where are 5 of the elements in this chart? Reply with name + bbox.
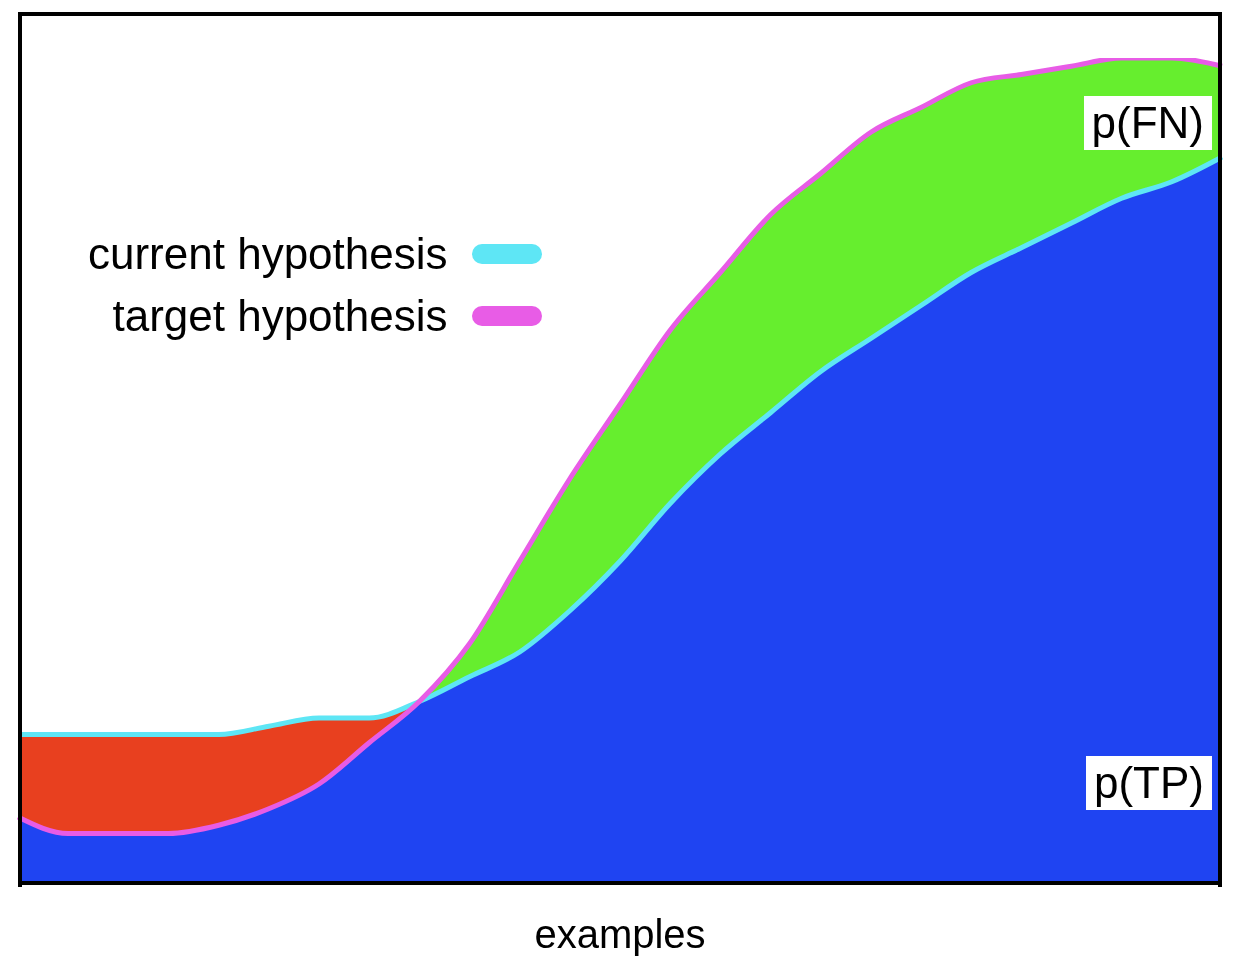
series-label: p(FN) [1083,96,1212,150]
x-axis-title: examples [534,912,706,956]
legend-label: target hypothesis [112,291,448,341]
legend-label: current hypothesis [88,229,448,279]
series-label: p(TP) [1086,756,1212,810]
